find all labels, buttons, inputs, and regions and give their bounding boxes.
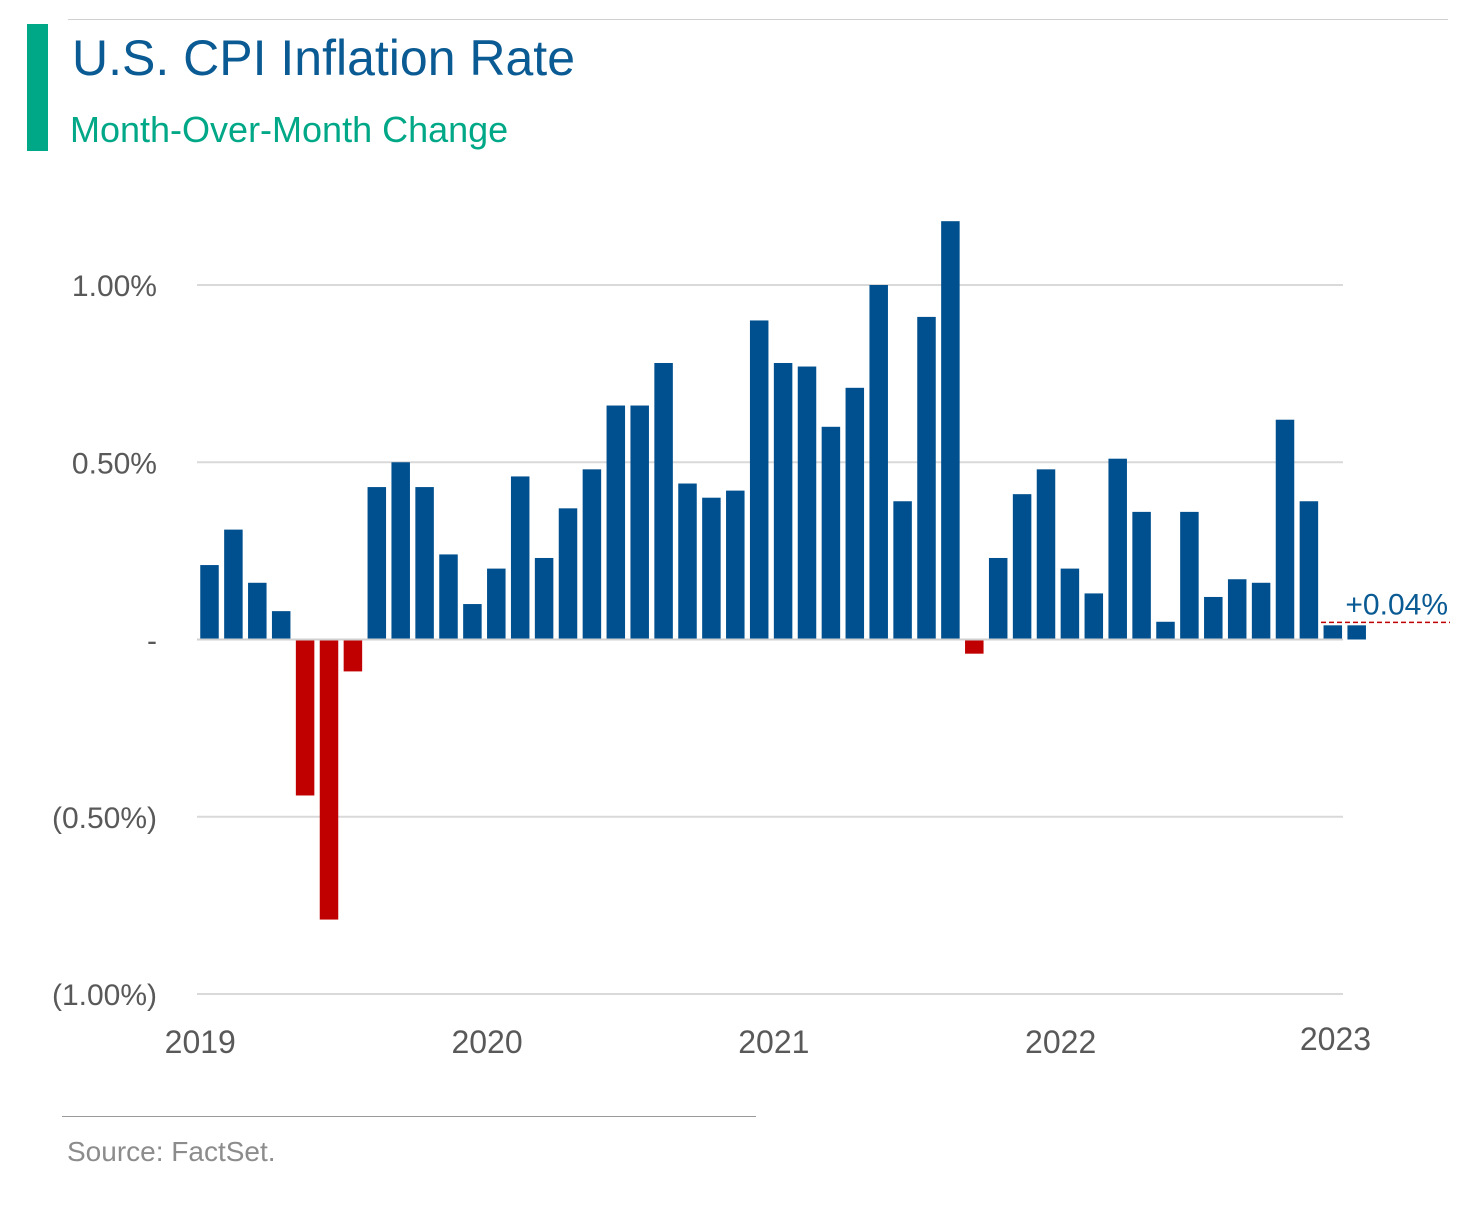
bar-2023-01 (1347, 625, 1366, 640)
x-tick-label: 2023 (1300, 1021, 1371, 1057)
bar-2022-03 (1108, 458, 1127, 640)
cpi-bar-chart: 1.00% 0.50% - (0.50%) (1.00%)2019 2020 2021 202… (52, 221, 1450, 1060)
chart-title: U.S. CPI Inflation Rate (72, 30, 576, 86)
bar-2020-03 (534, 557, 554, 640)
bar-2021-11 (1012, 494, 1032, 640)
footer-rule (62, 1116, 756, 1117)
bar-2020-09 (678, 483, 697, 640)
x-tick-label: 2021 (738, 1024, 809, 1060)
y-tick-label: (1.00%) (52, 979, 157, 1012)
bar-2022-12 (1323, 625, 1343, 640)
axis-labels: 1.00% 0.50% - (0.50%) (1.00%)2019 2020 2021 202… (52, 270, 1371, 1060)
x-tick-label: 2020 (451, 1024, 522, 1060)
bar-2020-10 (702, 497, 721, 640)
bar-2020-11 (726, 490, 745, 640)
bar-2021-07 (917, 316, 936, 640)
bar-2021-09 (965, 639, 984, 654)
bar-2019-05 (295, 639, 315, 796)
bar-2019-07 (343, 639, 363, 672)
bar-2019-09 (391, 462, 410, 640)
bar-2020-06 (606, 405, 626, 640)
bar-2022-08 (1227, 579, 1247, 640)
bar-2019-10 (415, 487, 434, 640)
y-tick-label: - (147, 625, 157, 658)
x-tick-label: 2022 (1025, 1024, 1096, 1060)
y-tick-label: 0.50% (72, 447, 157, 480)
bar-2022-02 (1084, 593, 1104, 640)
y-tick-label: 1.00% (72, 270, 157, 303)
bar-2022-05 (1156, 621, 1175, 640)
bar-2020-02 (510, 476, 530, 640)
x-tick-label: 2019 (165, 1024, 236, 1060)
bar-2022-07 (1204, 596, 1223, 640)
bar-2021-04 (845, 387, 865, 640)
bar-2022-10 (1275, 419, 1295, 640)
source-note: Source: FactSet. (67, 1136, 276, 1167)
bar-2021-01 (773, 362, 793, 640)
bar-2019-12 (463, 604, 482, 640)
bar-2020-01 (487, 568, 506, 640)
bar-2022-09 (1251, 582, 1271, 640)
chart-subtitle: Month-Over-Month Change (70, 109, 509, 150)
y-tick-label: (0.50%) (52, 802, 157, 835)
bars (200, 221, 1366, 920)
bar-2021-05 (869, 285, 888, 640)
bar-2020-04 (558, 508, 578, 640)
bar-2021-02 (797, 366, 817, 640)
bar-2020-05 (582, 469, 602, 640)
bar-2020-08 (654, 362, 673, 640)
bar-2022-01 (1060, 568, 1080, 640)
bar-2021-10 (988, 557, 1008, 640)
bar-2019-11 (439, 554, 458, 640)
accent-bar (27, 24, 48, 151)
latest-value-callout: +0.04% (1321, 588, 1450, 624)
gridlines (197, 284, 1343, 995)
bar-2019-03 (248, 582, 267, 640)
bar-2021-03 (821, 426, 841, 640)
bar-2021-08 (941, 221, 960, 640)
bar-2019-08 (367, 487, 387, 640)
bar-2022-04 (1132, 511, 1151, 640)
bar-2020-12 (749, 320, 769, 640)
bar-2022-06 (1180, 511, 1199, 640)
bar-2019-04 (271, 611, 291, 640)
bar-2019-01 (200, 565, 219, 640)
bar-2019-02 (224, 529, 243, 640)
bar-2022-11 (1299, 501, 1319, 640)
bar-2021-12 (1036, 469, 1056, 640)
bar-2020-07 (630, 405, 649, 640)
callout-label: +0.04% (1345, 588, 1448, 621)
top-rule (68, 19, 1448, 20)
bar-2021-06 (893, 501, 912, 640)
bar-2019-06 (319, 639, 339, 920)
